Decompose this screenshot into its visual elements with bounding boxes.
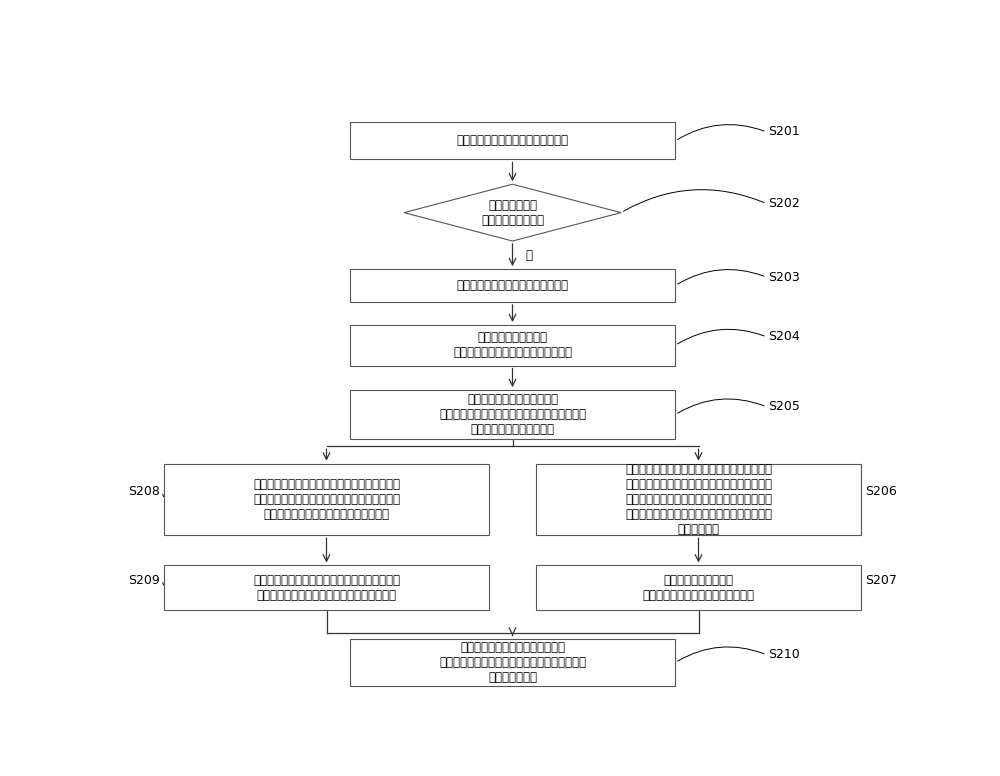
Text: 获取无人飞行器的位置
信息和各个固定无线充电站的位置信息: 获取无人飞行器的位置 信息和各个固定无线充电站的位置信息 [453, 331, 572, 359]
Bar [350, 325, 675, 365]
Bar [536, 566, 861, 610]
Text: S202: S202 [768, 197, 800, 210]
Bar [350, 269, 675, 302]
Text: S207: S207 [865, 573, 897, 587]
Text: 按照无人飞行器与固定无线充电站距离由近到远
的先后顺序依次发送充电请求，直至判断接收到
固定无线充电站发送的接受充电预约指令，其中
，充电请求携带有预先计算得到: 按照无人飞行器与固定无线充电站距离由近到远 的先后顺序依次发送充电请求，直至判断… [625, 463, 772, 536]
Text: S208: S208 [128, 485, 160, 498]
Text: 选择发送接受充电预约
指令的固定无线充电站进行无线充电: 选择发送接受充电预约 指令的固定无线充电站进行无线充电 [642, 574, 755, 602]
Text: S205: S205 [768, 400, 800, 414]
Text: S203: S203 [768, 271, 800, 284]
Bar [350, 639, 675, 687]
Text: 判断没有接收到固定无线充电站发送的接受充电
预约指令，发送充电救援指令、无人飞行器位置
信息和所述充电预约时间至救援指挥中心: 判断没有接收到固定无线充电站发送的接受充电 预约指令，发送充电救援指令、无人飞行… [253, 478, 400, 521]
Bar [164, 566, 489, 610]
Bar [350, 123, 675, 159]
Text: 与救援指挥中心根据无人飞行器位置信息和充电
预约时间选择的移动无线充电站进行无线充电: 与救援指挥中心根据无人飞行器位置信息和充电 预约时间选择的移动无线充电站进行无线… [253, 574, 400, 602]
Polygon shape [404, 184, 621, 241]
Text: 生成警告信号，并发送所述警告信号: 生成警告信号，并发送所述警告信号 [456, 279, 568, 292]
Text: 获取无人飞行器蓄电池的剩余电量值: 获取无人飞行器蓄电池的剩余电量值 [456, 134, 568, 147]
Text: S209: S209 [128, 573, 160, 587]
Text: 是: 是 [526, 248, 533, 262]
Bar [164, 463, 489, 535]
Text: S206: S206 [865, 485, 896, 498]
Bar [536, 463, 861, 535]
Text: 依据飞行器的位置信息和各个
固定无线充电站的位置信息，计算无人飞行器与
各个固定无线充电站的距离: 依据飞行器的位置信息和各个 固定无线充电站的位置信息，计算无人飞行器与 各个固定… [439, 393, 586, 436]
Text: S210: S210 [768, 648, 800, 661]
Text: S201: S201 [768, 126, 800, 138]
Bar [350, 390, 675, 439]
Text: S204: S204 [768, 331, 800, 344]
Text: 记录无人飞行器与固定无线充电站
或移动无线充电站的充电时间、充电次数、充电
量和充电站信息: 记录无人飞行器与固定无线充电站 或移动无线充电站的充电时间、充电次数、充电 量和… [439, 641, 586, 684]
Text: 判断剩余电量值
是否小于预设警戒值: 判断剩余电量值 是否小于预设警戒值 [481, 199, 544, 227]
